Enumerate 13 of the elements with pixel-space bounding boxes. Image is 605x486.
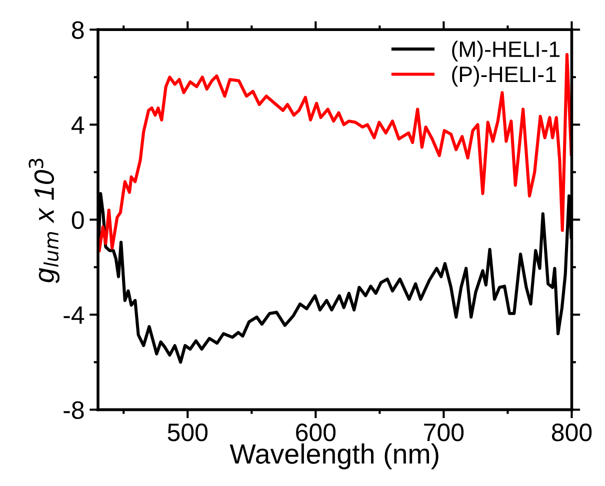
y-tick-label: 8 (72, 21, 84, 39)
legend-label: (P)-HELI-1 (452, 66, 556, 87)
x-tick-label: 700 (424, 424, 464, 442)
x-axis-title: Wavelength (nm) (230, 443, 438, 470)
y-tick-label: -8 (64, 401, 84, 420)
y-tick-label: -4 (64, 306, 84, 324)
x-tick-label: 800 (552, 424, 592, 442)
x-tick-label: 600 (296, 424, 336, 442)
legend-label: (M)-HELI-1 (452, 40, 560, 62)
x-tick-label: 500 (168, 424, 208, 442)
y-tick-label: 4 (71, 116, 84, 134)
y-tick-label: 0 (72, 211, 84, 229)
y-axis-title: g$_{lum}$ x 10$^{3}$ (28, 158, 60, 284)
